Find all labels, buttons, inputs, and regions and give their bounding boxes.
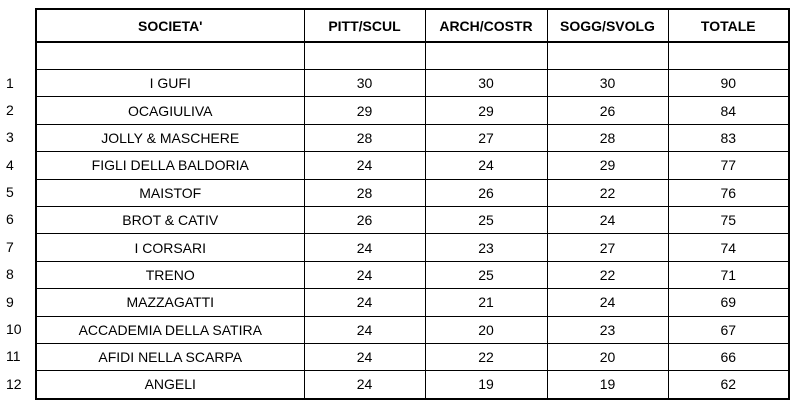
cell-totale: 62 [667, 370, 790, 400]
table-row: ANGELI 24 19 19 62 [35, 370, 790, 400]
cell-pitt-scul: 28 [303, 123, 426, 153]
cell-totale: 69 [667, 288, 790, 317]
cell-pitt-scul: 26 [303, 205, 426, 235]
table-row: AFIDI NELLA SCARPA 24 22 20 66 [35, 342, 790, 372]
cell-sogg-svolg: 29 [546, 151, 669, 180]
cell-arch-costr: 21 [424, 288, 548, 317]
table-row: MAZZAGATTI 24 21 24 69 [35, 288, 790, 317]
table-row: OCAGIULIVA 29 29 26 84 [35, 96, 790, 125]
header-pitt-scul: PITT/SCUL [303, 8, 426, 43]
cell-totale: 77 [667, 151, 790, 180]
cell-societa: OCAGIULIVA [35, 96, 305, 125]
cell-pitt-scul: 24 [303, 342, 426, 372]
cell-societa: ANGELI [35, 370, 305, 400]
cell-sogg-svolg: 22 [546, 260, 669, 290]
header-row: SOCIETA' PITT/SCUL ARCH/COSTR SOGG/SVOLG… [35, 8, 790, 43]
empty-row [35, 41, 790, 70]
header-societa: SOCIETA' [35, 8, 305, 43]
cell-totale: 75 [667, 205, 790, 235]
cell-pitt-scul: 24 [303, 315, 426, 344]
cell-societa: FIGLI DELLA BALDORIA [35, 151, 305, 180]
rank-number: 12 [6, 375, 22, 392]
table-row: I GUFI 30 30 30 90 [35, 68, 790, 98]
rank-number: 3 [6, 129, 14, 146]
rank-number: 1 [6, 74, 14, 91]
cell-totale: 67 [667, 315, 790, 344]
rank-number: 8 [6, 266, 14, 283]
cell-arch-costr: 27 [424, 123, 548, 153]
cell-pitt-scul: 24 [303, 151, 426, 180]
cell-societa: I GUFI [35, 68, 305, 98]
cell-arch-costr: 25 [424, 260, 548, 290]
cell-societa: JOLLY & MASCHERE [35, 123, 305, 153]
cell-arch-costr: 26 [424, 178, 548, 207]
table-row: I CORSARI 24 23 27 74 [35, 233, 790, 262]
empty-cell [546, 41, 669, 70]
cell-pitt-scul: 24 [303, 288, 426, 317]
cell-arch-costr: 20 [424, 315, 548, 344]
cell-totale: 71 [667, 260, 790, 290]
cell-sogg-svolg: 24 [546, 205, 669, 235]
cell-pitt-scul: 24 [303, 260, 426, 290]
cell-pitt-scul: 29 [303, 96, 426, 125]
cell-sogg-svolg: 23 [546, 315, 669, 344]
cell-pitt-scul: 24 [303, 233, 426, 262]
header-arch-costr: ARCH/COSTR [424, 8, 548, 43]
table-row: TRENO 24 25 22 71 [35, 260, 790, 290]
cell-societa: MAZZAGATTI [35, 288, 305, 317]
rank-number: 9 [6, 293, 14, 310]
header-totale: TOTALE [667, 8, 790, 43]
rank-number: 7 [6, 238, 14, 255]
cell-totale: 76 [667, 178, 790, 207]
cell-totale: 84 [667, 96, 790, 125]
cell-pitt-scul: 28 [303, 178, 426, 207]
cell-totale: 66 [667, 342, 790, 372]
header-sogg-svolg: SOGG/SVOLG [546, 8, 669, 43]
cell-sogg-svolg: 19 [546, 370, 669, 400]
cell-arch-costr: 25 [424, 205, 548, 235]
rank-number: 2 [6, 101, 14, 118]
cell-sogg-svolg: 22 [546, 178, 669, 207]
cell-pitt-scul: 24 [303, 370, 426, 400]
table-row: JOLLY & MASCHERE 28 27 28 83 [35, 123, 790, 153]
empty-cell [303, 41, 426, 70]
rank-number: 4 [6, 156, 14, 173]
empty-cell [667, 41, 790, 70]
rank-number: 5 [6, 184, 14, 201]
rank-number: 11 [6, 348, 21, 365]
results-table: SOCIETA' PITT/SCUL ARCH/COSTR SOGG/SVOLG… [35, 8, 790, 400]
cell-arch-costr: 30 [424, 68, 548, 98]
cell-arch-costr: 24 [424, 151, 548, 180]
cell-societa: TRENO [35, 260, 305, 290]
cell-societa: MAISTOF [35, 178, 305, 207]
cell-arch-costr: 23 [424, 233, 548, 262]
cell-sogg-svolg: 30 [546, 68, 669, 98]
table-row: ACCADEMIA DELLA SATIRA 24 20 23 67 [35, 315, 790, 344]
table-row: MAISTOF 28 26 22 76 [35, 178, 790, 207]
cell-totale: 83 [667, 123, 790, 153]
cell-pitt-scul: 30 [303, 68, 426, 98]
table-row: FIGLI DELLA BALDORIA 24 24 29 77 [35, 151, 790, 180]
rank-number: 6 [6, 211, 14, 228]
cell-sogg-svolg: 24 [546, 288, 669, 317]
empty-cell [35, 41, 305, 70]
cell-sogg-svolg: 20 [546, 342, 669, 372]
empty-cell [424, 41, 548, 70]
cell-totale: 74 [667, 233, 790, 262]
cell-sogg-svolg: 27 [546, 233, 669, 262]
rank-number: 10 [6, 321, 22, 338]
cell-societa: AFIDI NELLA SCARPA [35, 342, 305, 372]
cell-arch-costr: 19 [424, 370, 548, 400]
cell-arch-costr: 29 [424, 96, 548, 125]
cell-societa: BROT & CATIV [35, 205, 305, 235]
cell-totale: 90 [667, 68, 790, 98]
cell-sogg-svolg: 26 [546, 96, 669, 125]
cell-arch-costr: 22 [424, 342, 548, 372]
table-row: BROT & CATIV 26 25 24 75 [35, 205, 790, 235]
cell-societa: I CORSARI [35, 233, 305, 262]
cell-societa: ACCADEMIA DELLA SATIRA [35, 315, 305, 344]
cell-sogg-svolg: 28 [546, 123, 669, 153]
